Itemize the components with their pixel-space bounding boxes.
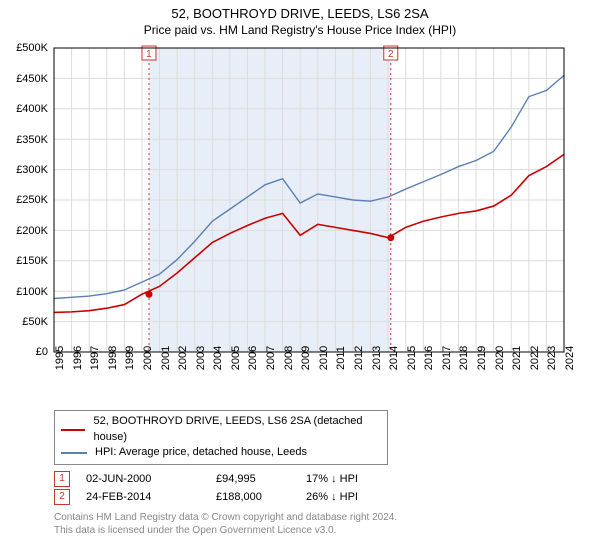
y-tick-label: £200K	[16, 225, 48, 237]
legend-row: 52, BOOTHROYD DRIVE, LEEDS, LS6 2SA (det…	[61, 414, 381, 445]
price-chart: 1 2 £0 £50K £100K £150K £200K £250K £300K £350K £…	[10, 42, 570, 402]
x-tick-label: 2020	[494, 346, 506, 370]
y-tick-label: £500K	[16, 42, 48, 54]
x-tick-label: 2008	[283, 346, 295, 370]
marker-badge: 1	[54, 471, 70, 487]
legend-swatch-2	[61, 452, 87, 454]
x-tick-label: 2009	[300, 346, 312, 370]
y-tick-label: £50K	[22, 316, 48, 328]
x-tick-label: 2017	[441, 346, 453, 370]
legend-label-2: HPI: Average price, detached house, Leed…	[95, 445, 307, 460]
marker-badge: 2	[54, 489, 70, 505]
footer-line-2: This data is licensed under the Open Gov…	[54, 524, 590, 537]
x-tick-label: 2006	[247, 346, 259, 370]
y-tick-label: £0	[36, 346, 48, 358]
x-tick-label: 2018	[458, 346, 470, 370]
footer-line-1: Contains HM Land Registry data © Crown c…	[54, 511, 590, 524]
marker-date: 02-JUN-2000	[86, 473, 216, 485]
x-tick-label: 2023	[546, 346, 558, 370]
x-tick-label: 1998	[107, 346, 119, 370]
x-tick-label: 2004	[212, 346, 224, 370]
x-tick-label: 1996	[72, 346, 84, 370]
x-tick-label: 1997	[89, 346, 101, 370]
x-tick-label: 2000	[142, 346, 154, 370]
y-tick-label: £300K	[16, 164, 48, 176]
y-tick-label: £150K	[16, 255, 48, 267]
footer: Contains HM Land Registry data © Crown c…	[54, 511, 590, 537]
y-tick-label: £350K	[16, 134, 48, 146]
x-tick-label: 2010	[318, 346, 330, 370]
marker-pct: 17% ↓ HPI	[306, 473, 396, 485]
x-tick-label: 1999	[124, 346, 136, 370]
page-subtitle: Price paid vs. HM Land Registry's House …	[10, 23, 590, 39]
x-tick-label: 2002	[177, 346, 189, 370]
page-title: 52, BOOTHROYD DRIVE, LEEDS, LS6 2SA	[10, 6, 590, 23]
legend-label-1: 52, BOOTHROYD DRIVE, LEEDS, LS6 2SA (det…	[93, 414, 381, 445]
y-tick-label: £450K	[16, 73, 48, 85]
marker-row: 2 24-FEB-2014£188,00026% ↓ HPI	[54, 489, 590, 505]
x-tick-label: 2005	[230, 346, 242, 370]
legend: 52, BOOTHROYD DRIVE, LEEDS, LS6 2SA (det…	[54, 410, 388, 464]
x-tick-label: 2013	[371, 346, 383, 370]
y-tick-label: £100K	[16, 286, 48, 298]
svg-text:1: 1	[146, 49, 152, 60]
x-tick-label: 1995	[54, 346, 66, 370]
x-tick-label: 2003	[195, 346, 207, 370]
x-tick-label: 2019	[476, 346, 488, 370]
legend-swatch-1	[61, 429, 85, 431]
x-tick-label: 2011	[335, 347, 347, 371]
x-tick-label: 2007	[265, 346, 277, 370]
y-tick-label: £400K	[16, 103, 48, 115]
marker-row: 1 02-JUN-2000£94,99517% ↓ HPI	[54, 471, 590, 487]
marker-date: 24-FEB-2014	[86, 491, 216, 503]
x-tick-label: 2022	[529, 346, 541, 370]
marker-price: £94,995	[216, 473, 306, 485]
x-tick-label: 2016	[423, 346, 435, 370]
svg-text:2: 2	[388, 49, 394, 60]
legend-row: HPI: Average price, detached house, Leed…	[61, 445, 381, 460]
y-tick-label: £250K	[16, 194, 48, 206]
x-tick-label: 2015	[406, 346, 418, 370]
x-tick-label: 2021	[511, 346, 523, 370]
marker-pct: 26% ↓ HPI	[306, 491, 396, 503]
x-tick-label: 2012	[353, 346, 365, 370]
x-tick-label: 2014	[388, 346, 400, 370]
x-tick-label: 2001	[160, 346, 172, 370]
marker-price: £188,000	[216, 491, 306, 503]
x-tick-label: 2024	[564, 346, 576, 370]
